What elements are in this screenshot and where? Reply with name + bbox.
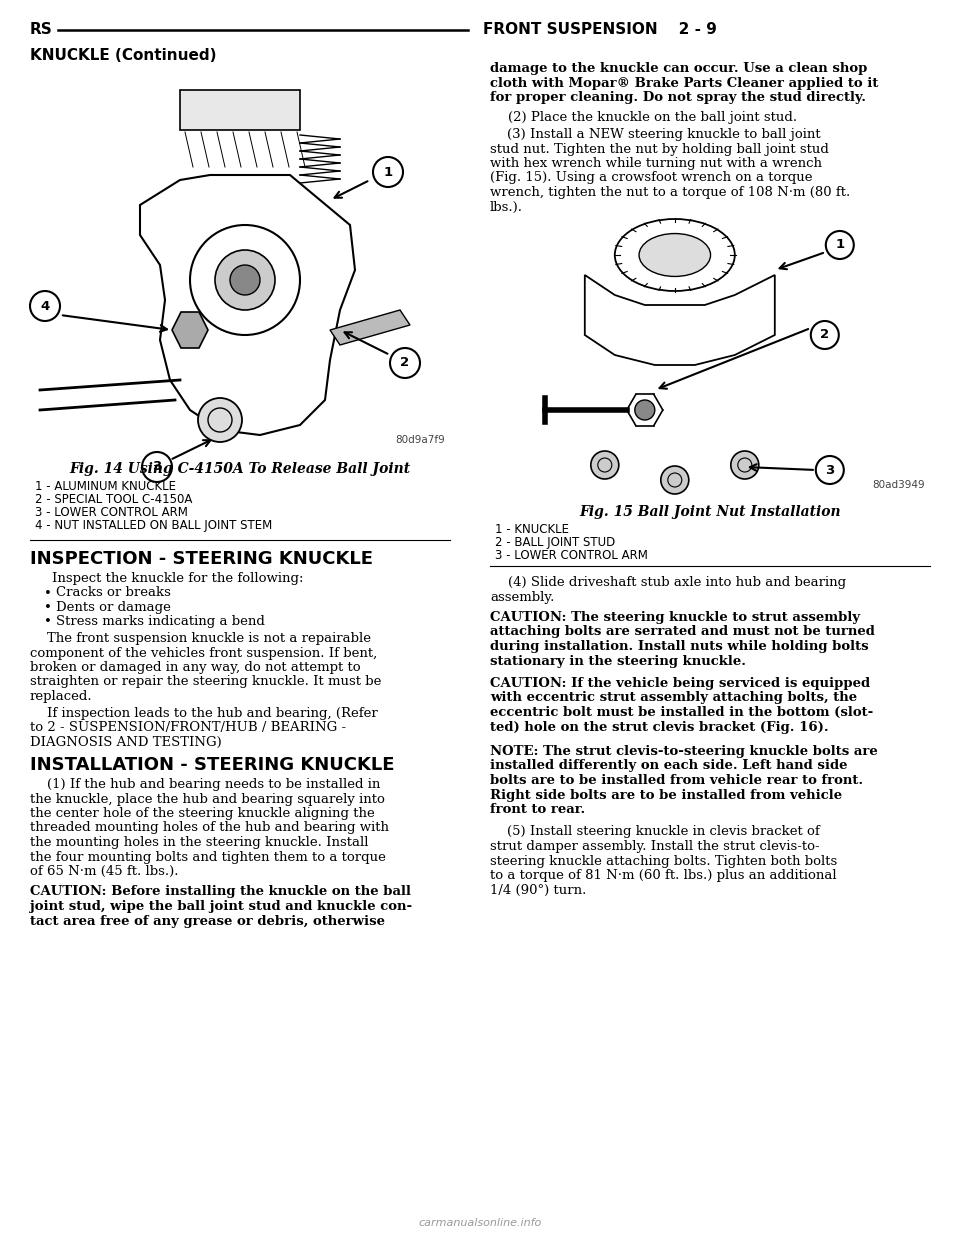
Text: KNUCKLE (Continued): KNUCKLE (Continued) — [30, 48, 217, 63]
Text: 1: 1 — [383, 165, 393, 179]
Text: FRONT SUSPENSION    2 - 9: FRONT SUSPENSION 2 - 9 — [483, 22, 717, 37]
Circle shape — [30, 291, 60, 320]
Circle shape — [590, 451, 619, 479]
Text: for proper cleaning. Do not spray the stud directly.: for proper cleaning. Do not spray the st… — [490, 91, 866, 104]
Text: Fig. 14 Using C-4150A To Release Ball Joint: Fig. 14 Using C-4150A To Release Ball Jo… — [69, 462, 411, 476]
Text: CAUTION: If the vehicle being serviced is equipped: CAUTION: If the vehicle being serviced i… — [490, 677, 870, 691]
Bar — [490, 225, 930, 496]
Text: 1 - ALUMINUM KNUCKLE: 1 - ALUMINUM KNUCKLE — [35, 479, 176, 493]
Text: (Fig. 15). Using a crowsfoot wrench on a torque: (Fig. 15). Using a crowsfoot wrench on a… — [490, 171, 812, 185]
Text: 2 - SPECIAL TOOL C-4150A: 2 - SPECIAL TOOL C-4150A — [35, 493, 192, 505]
Text: replaced.: replaced. — [30, 691, 92, 703]
Circle shape — [230, 265, 260, 296]
Text: 3 - LOWER CONTROL ARM: 3 - LOWER CONTROL ARM — [495, 549, 648, 561]
Text: the mounting holes in the steering knuckle. Install: the mounting holes in the steering knuck… — [30, 836, 369, 850]
Text: •: • — [44, 616, 52, 628]
Text: assembly.: assembly. — [490, 590, 554, 604]
Text: the four mounting bolts and tighten them to a torque: the four mounting bolts and tighten them… — [30, 851, 386, 863]
Text: to a torque of 81 N·m (60 ft. lbs.) plus an additional: to a torque of 81 N·m (60 ft. lbs.) plus… — [490, 869, 836, 882]
Text: stationary in the steering knuckle.: stationary in the steering knuckle. — [490, 655, 746, 667]
Circle shape — [731, 451, 758, 479]
Text: Fig. 15 Ball Joint Nut Installation: Fig. 15 Ball Joint Nut Installation — [579, 505, 841, 519]
Text: Stress marks indicating a bend: Stress marks indicating a bend — [56, 616, 265, 628]
Text: eccentric bolt must be installed in the bottom (slot-: eccentric bolt must be installed in the … — [490, 705, 874, 719]
Text: straighten or repair the steering knuckle. It must be: straighten or repair the steering knuckl… — [30, 676, 381, 688]
Text: (3) Install a NEW steering knuckle to ball joint: (3) Install a NEW steering knuckle to ba… — [490, 128, 821, 142]
Text: to 2 - SUSPENSION/FRONT/HUB / BEARING -: to 2 - SUSPENSION/FRONT/HUB / BEARING - — [30, 722, 347, 734]
Text: with eccentric strut assembly attaching bolts, the: with eccentric strut assembly attaching … — [490, 692, 857, 704]
Text: Dents or damage: Dents or damage — [56, 601, 171, 614]
Text: 1 - KNUCKLE: 1 - KNUCKLE — [495, 523, 569, 537]
Text: threaded mounting holes of the hub and bearing with: threaded mounting holes of the hub and b… — [30, 821, 389, 835]
Text: bolts are to be installed from vehicle rear to front.: bolts are to be installed from vehicle r… — [490, 774, 863, 787]
Text: INSTALLATION - STEERING KNUCKLE: INSTALLATION - STEERING KNUCKLE — [30, 756, 395, 774]
Text: attaching bolts are serrated and must not be turned: attaching bolts are serrated and must no… — [490, 626, 875, 638]
Text: RS: RS — [30, 22, 53, 37]
Text: of 65 N·m (45 ft. lbs.).: of 65 N·m (45 ft. lbs.). — [30, 864, 179, 878]
Text: the knuckle, place the hub and bearing squarely into: the knuckle, place the hub and bearing s… — [30, 792, 385, 806]
Ellipse shape — [639, 233, 710, 277]
Circle shape — [826, 231, 853, 260]
Text: (4) Slide driveshaft stub axle into hub and bearing: (4) Slide driveshaft stub axle into hub … — [508, 576, 846, 589]
Polygon shape — [172, 312, 208, 348]
Text: If inspection leads to the hub and bearing, (Refer: If inspection leads to the hub and beari… — [30, 707, 377, 719]
Text: INSPECTION - STEERING KNUCKLE: INSPECTION - STEERING KNUCKLE — [30, 550, 373, 568]
Text: carmanualsonline.info: carmanualsonline.info — [419, 1218, 541, 1228]
Text: ted) hole on the strut clevis bracket (Fig. 16).: ted) hole on the strut clevis bracket (F… — [490, 720, 828, 734]
Text: lbs.).: lbs.). — [490, 200, 523, 214]
Text: •: • — [44, 586, 52, 600]
Text: the center hole of the steering knuckle aligning the: the center hole of the steering knuckle … — [30, 807, 374, 820]
Circle shape — [198, 397, 242, 442]
Text: The front suspension knuckle is not a repairable: The front suspension knuckle is not a re… — [30, 632, 371, 645]
Text: during installation. Install nuts while holding bolts: during installation. Install nuts while … — [490, 640, 869, 653]
Circle shape — [373, 156, 403, 188]
Text: 3: 3 — [826, 463, 834, 477]
Text: with hex wrench while turning nut with a wrench: with hex wrench while turning nut with a… — [490, 156, 822, 170]
Text: component of the vehicles front suspension. If bent,: component of the vehicles front suspensi… — [30, 647, 377, 660]
Text: CAUTION: Before installing the knuckle on the ball: CAUTION: Before installing the knuckle o… — [30, 886, 411, 898]
Text: stud nut. Tighten the nut by holding ball joint stud: stud nut. Tighten the nut by holding bal… — [490, 143, 828, 155]
Text: Cracks or breaks: Cracks or breaks — [56, 586, 171, 600]
Circle shape — [811, 320, 839, 349]
Text: cloth with Mopar® Brake Parts Cleaner applied to it: cloth with Mopar® Brake Parts Cleaner ap… — [490, 77, 878, 89]
Text: damage to the knuckle can occur. Use a clean shop: damage to the knuckle can occur. Use a c… — [490, 62, 868, 75]
Polygon shape — [330, 310, 410, 345]
Text: 80d9a7f9: 80d9a7f9 — [396, 435, 445, 445]
Text: Right side bolts are to be installed from vehicle: Right side bolts are to be installed fro… — [490, 789, 842, 801]
Text: CAUTION: The steering knuckle to strut assembly: CAUTION: The steering knuckle to strut a… — [490, 611, 860, 623]
Text: wrench, tighten the nut to a torque of 108 N·m (80 ft.: wrench, tighten the nut to a torque of 1… — [490, 186, 851, 199]
Text: 3: 3 — [153, 461, 161, 473]
Text: 2: 2 — [820, 328, 829, 342]
Bar — [30, 70, 450, 450]
Text: 2 - BALL JOINT STUD: 2 - BALL JOINT STUD — [495, 537, 615, 549]
Text: 4 - NUT INSTALLED ON BALL JOINT STEM: 4 - NUT INSTALLED ON BALL JOINT STEM — [35, 519, 273, 532]
Text: strut damper assembly. Install the strut clevis-to-: strut damper assembly. Install the strut… — [490, 840, 820, 853]
Text: steering knuckle attaching bolts. Tighten both bolts: steering knuckle attaching bolts. Tighte… — [490, 854, 837, 867]
Text: 2: 2 — [400, 356, 410, 370]
Text: 80ad3949: 80ad3949 — [873, 479, 925, 491]
Text: joint stud, wipe the ball joint stud and knuckle con-: joint stud, wipe the ball joint stud and… — [30, 900, 412, 913]
Text: DIAGNOSIS AND TESTING): DIAGNOSIS AND TESTING) — [30, 735, 222, 749]
Circle shape — [660, 466, 689, 494]
Text: 1/4 (90°) turn.: 1/4 (90°) turn. — [490, 883, 587, 897]
Text: Inspect the knuckle for the following:: Inspect the knuckle for the following: — [52, 573, 303, 585]
Circle shape — [215, 250, 275, 310]
Text: •: • — [44, 601, 52, 614]
Text: 4: 4 — [40, 299, 50, 313]
Circle shape — [390, 348, 420, 378]
Text: tact area free of any grease or debris, otherwise: tact area free of any grease or debris, … — [30, 914, 385, 928]
Text: installed differently on each side. Left hand side: installed differently on each side. Left… — [490, 760, 848, 773]
Text: NOTE: The strut clevis-to-steering knuckle bolts are: NOTE: The strut clevis-to-steering knuck… — [490, 745, 877, 758]
Text: front to rear.: front to rear. — [490, 804, 586, 816]
Text: 1: 1 — [835, 238, 845, 251]
Text: (1) If the hub and bearing needs to be installed in: (1) If the hub and bearing needs to be i… — [30, 777, 380, 791]
Text: 3 - LOWER CONTROL ARM: 3 - LOWER CONTROL ARM — [35, 505, 188, 519]
Circle shape — [816, 456, 844, 484]
Text: broken or damaged in any way, do not attempt to: broken or damaged in any way, do not att… — [30, 661, 361, 674]
Text: (2) Place the knuckle on the ball joint stud.: (2) Place the knuckle on the ball joint … — [508, 112, 797, 124]
Text: (5) Install steering knuckle in clevis bracket of: (5) Install steering knuckle in clevis b… — [490, 826, 820, 838]
FancyBboxPatch shape — [180, 89, 300, 130]
Circle shape — [635, 400, 655, 420]
Circle shape — [142, 452, 172, 482]
